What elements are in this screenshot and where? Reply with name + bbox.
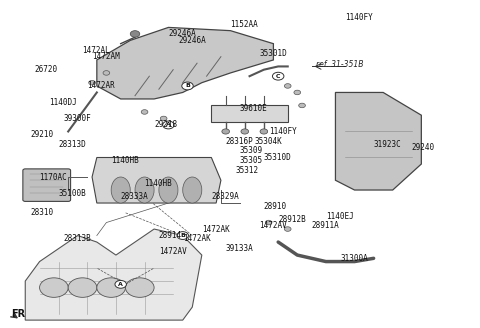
Text: 29210: 29210 xyxy=(30,130,53,139)
Circle shape xyxy=(97,278,125,297)
Polygon shape xyxy=(97,28,274,99)
Text: 1472AR: 1472AR xyxy=(87,81,115,91)
Text: 39133A: 39133A xyxy=(226,244,253,253)
Text: 1472AM: 1472AM xyxy=(92,52,120,61)
Circle shape xyxy=(39,278,68,297)
Text: B: B xyxy=(185,83,190,89)
Circle shape xyxy=(160,116,167,121)
Text: A: A xyxy=(118,282,123,287)
Text: 29218: 29218 xyxy=(154,120,177,130)
Text: 1140DJ: 1140DJ xyxy=(49,98,77,107)
Circle shape xyxy=(163,121,174,129)
Text: 28313B: 28313B xyxy=(63,234,91,243)
Text: 35301D: 35301D xyxy=(259,49,287,58)
Text: 1140HB: 1140HB xyxy=(144,179,172,188)
Text: 35305: 35305 xyxy=(240,156,263,165)
Circle shape xyxy=(125,278,154,297)
Text: 1472AK: 1472AK xyxy=(202,225,229,234)
Text: 31300A: 31300A xyxy=(340,254,368,263)
Circle shape xyxy=(115,280,126,288)
Circle shape xyxy=(182,82,193,90)
Text: 1472AV: 1472AV xyxy=(159,247,187,256)
Text: 29240: 29240 xyxy=(412,143,435,152)
Circle shape xyxy=(89,80,96,85)
Text: 31923C: 31923C xyxy=(373,140,401,149)
Text: 35312: 35312 xyxy=(235,166,258,175)
Text: 29246A: 29246A xyxy=(168,30,196,38)
Text: 28316P: 28316P xyxy=(226,137,253,146)
Polygon shape xyxy=(211,106,288,122)
Circle shape xyxy=(294,90,300,95)
Text: FR: FR xyxy=(11,309,25,318)
Text: 1472AK: 1472AK xyxy=(183,234,211,243)
Polygon shape xyxy=(25,229,202,320)
Text: 28310: 28310 xyxy=(30,208,53,217)
Circle shape xyxy=(130,31,140,37)
Circle shape xyxy=(265,220,272,225)
Polygon shape xyxy=(92,157,221,203)
Text: 28329A: 28329A xyxy=(211,192,239,201)
Text: 28914: 28914 xyxy=(159,231,182,240)
Circle shape xyxy=(241,129,249,134)
Text: 1472AL: 1472AL xyxy=(83,46,110,55)
Ellipse shape xyxy=(111,177,130,203)
Circle shape xyxy=(284,84,291,88)
Text: 28912B: 28912B xyxy=(278,215,306,224)
Text: 35100B: 35100B xyxy=(59,189,86,198)
Circle shape xyxy=(273,72,284,80)
Ellipse shape xyxy=(183,177,202,203)
Text: C: C xyxy=(276,74,280,79)
FancyBboxPatch shape xyxy=(23,169,71,201)
Circle shape xyxy=(260,129,268,134)
Text: A: A xyxy=(166,122,171,128)
Text: 39300F: 39300F xyxy=(63,114,91,123)
Text: ref. 31-351B: ref. 31-351B xyxy=(316,60,364,69)
Circle shape xyxy=(284,227,291,231)
Text: 29246A: 29246A xyxy=(178,36,206,45)
Text: 26720: 26720 xyxy=(35,65,58,74)
Circle shape xyxy=(68,278,97,297)
Text: 1170AC: 1170AC xyxy=(39,173,67,181)
Text: 35309: 35309 xyxy=(240,147,263,155)
Circle shape xyxy=(222,129,229,134)
Text: 1140FY: 1140FY xyxy=(345,13,373,22)
Ellipse shape xyxy=(135,177,154,203)
Text: 1140HB: 1140HB xyxy=(111,156,139,165)
Text: 1472AV: 1472AV xyxy=(259,221,287,230)
Text: 35304K: 35304K xyxy=(254,137,282,146)
Text: 1140EJ: 1140EJ xyxy=(326,212,354,220)
Text: B: B xyxy=(180,233,185,238)
Ellipse shape xyxy=(159,177,178,203)
Circle shape xyxy=(103,71,110,75)
Circle shape xyxy=(141,110,148,114)
Text: 28313D: 28313D xyxy=(59,140,86,149)
Text: 39610E: 39610E xyxy=(240,104,268,113)
Circle shape xyxy=(177,232,189,239)
Text: 28911A: 28911A xyxy=(312,221,339,230)
Text: 1140FY: 1140FY xyxy=(269,127,296,136)
Text: 28333A: 28333A xyxy=(120,192,148,201)
Text: 28910: 28910 xyxy=(264,202,287,211)
Text: 35310D: 35310D xyxy=(264,153,292,162)
Polygon shape xyxy=(336,92,421,190)
Circle shape xyxy=(299,103,305,108)
Text: 1152AA: 1152AA xyxy=(230,20,258,29)
